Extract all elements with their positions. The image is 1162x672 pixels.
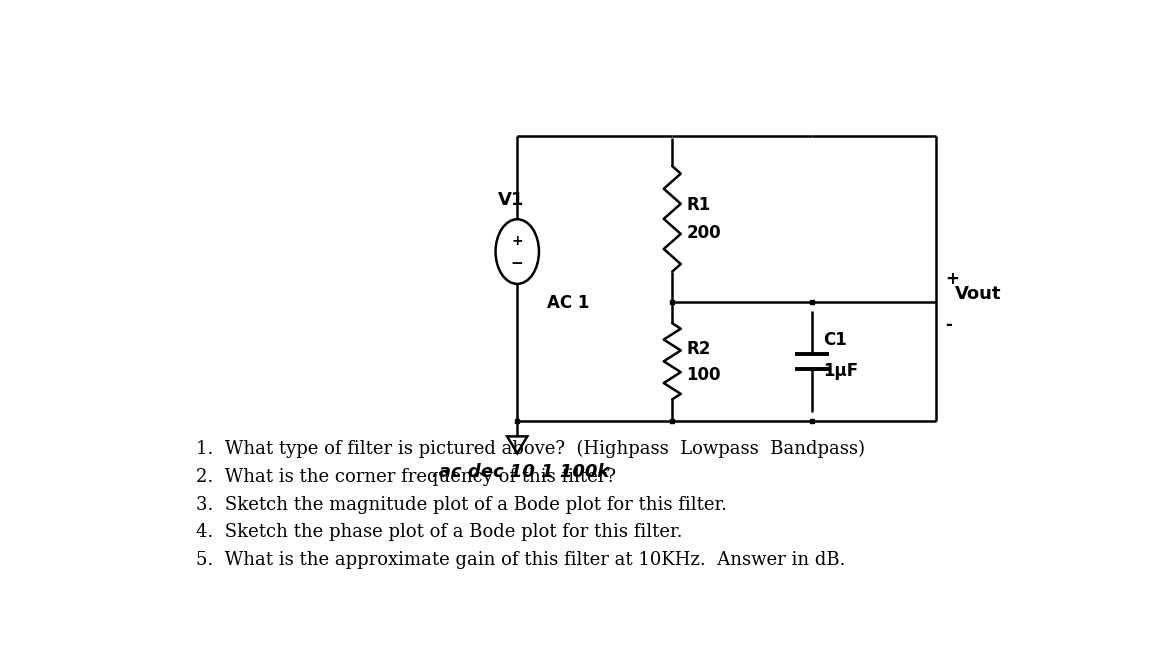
- Text: 100: 100: [687, 366, 720, 384]
- Text: +: +: [945, 269, 959, 288]
- Text: Vout: Vout: [955, 285, 1002, 303]
- Text: 200: 200: [687, 224, 720, 242]
- Bar: [670, 419, 674, 423]
- Text: R2: R2: [687, 340, 711, 358]
- Bar: [810, 300, 813, 304]
- Text: V1: V1: [497, 192, 524, 209]
- Text: 1μF: 1μF: [824, 362, 859, 380]
- Bar: [515, 419, 519, 423]
- Text: 1.  What type of filter is pictured above?  (Highpass  Lowpass  Bandpass): 1. What type of filter is pictured above…: [195, 440, 865, 458]
- Text: -: -: [945, 316, 952, 334]
- Text: 3.  Sketch the magnitude plot of a Bode plot for this filter.: 3. Sketch the magnitude plot of a Bode p…: [195, 496, 726, 513]
- Text: C1: C1: [824, 331, 847, 349]
- Text: R1: R1: [687, 196, 710, 214]
- Text: 2.  What is the corner frequency of this filter?: 2. What is the corner frequency of this …: [195, 468, 616, 486]
- Text: .ac dec 10 1 100k: .ac dec 10 1 100k: [432, 462, 610, 480]
- Text: 5.  What is the approximate gain of this filter at 10KHz.  Answer in dB.: 5. What is the approximate gain of this …: [195, 551, 845, 569]
- Text: +: +: [511, 234, 523, 248]
- Bar: [810, 419, 813, 423]
- Text: −: −: [511, 255, 524, 271]
- Bar: [670, 300, 674, 304]
- Text: 4.  Sketch the phase plot of a Bode plot for this filter.: 4. Sketch the phase plot of a Bode plot …: [195, 523, 682, 542]
- Text: AC 1: AC 1: [546, 294, 589, 312]
